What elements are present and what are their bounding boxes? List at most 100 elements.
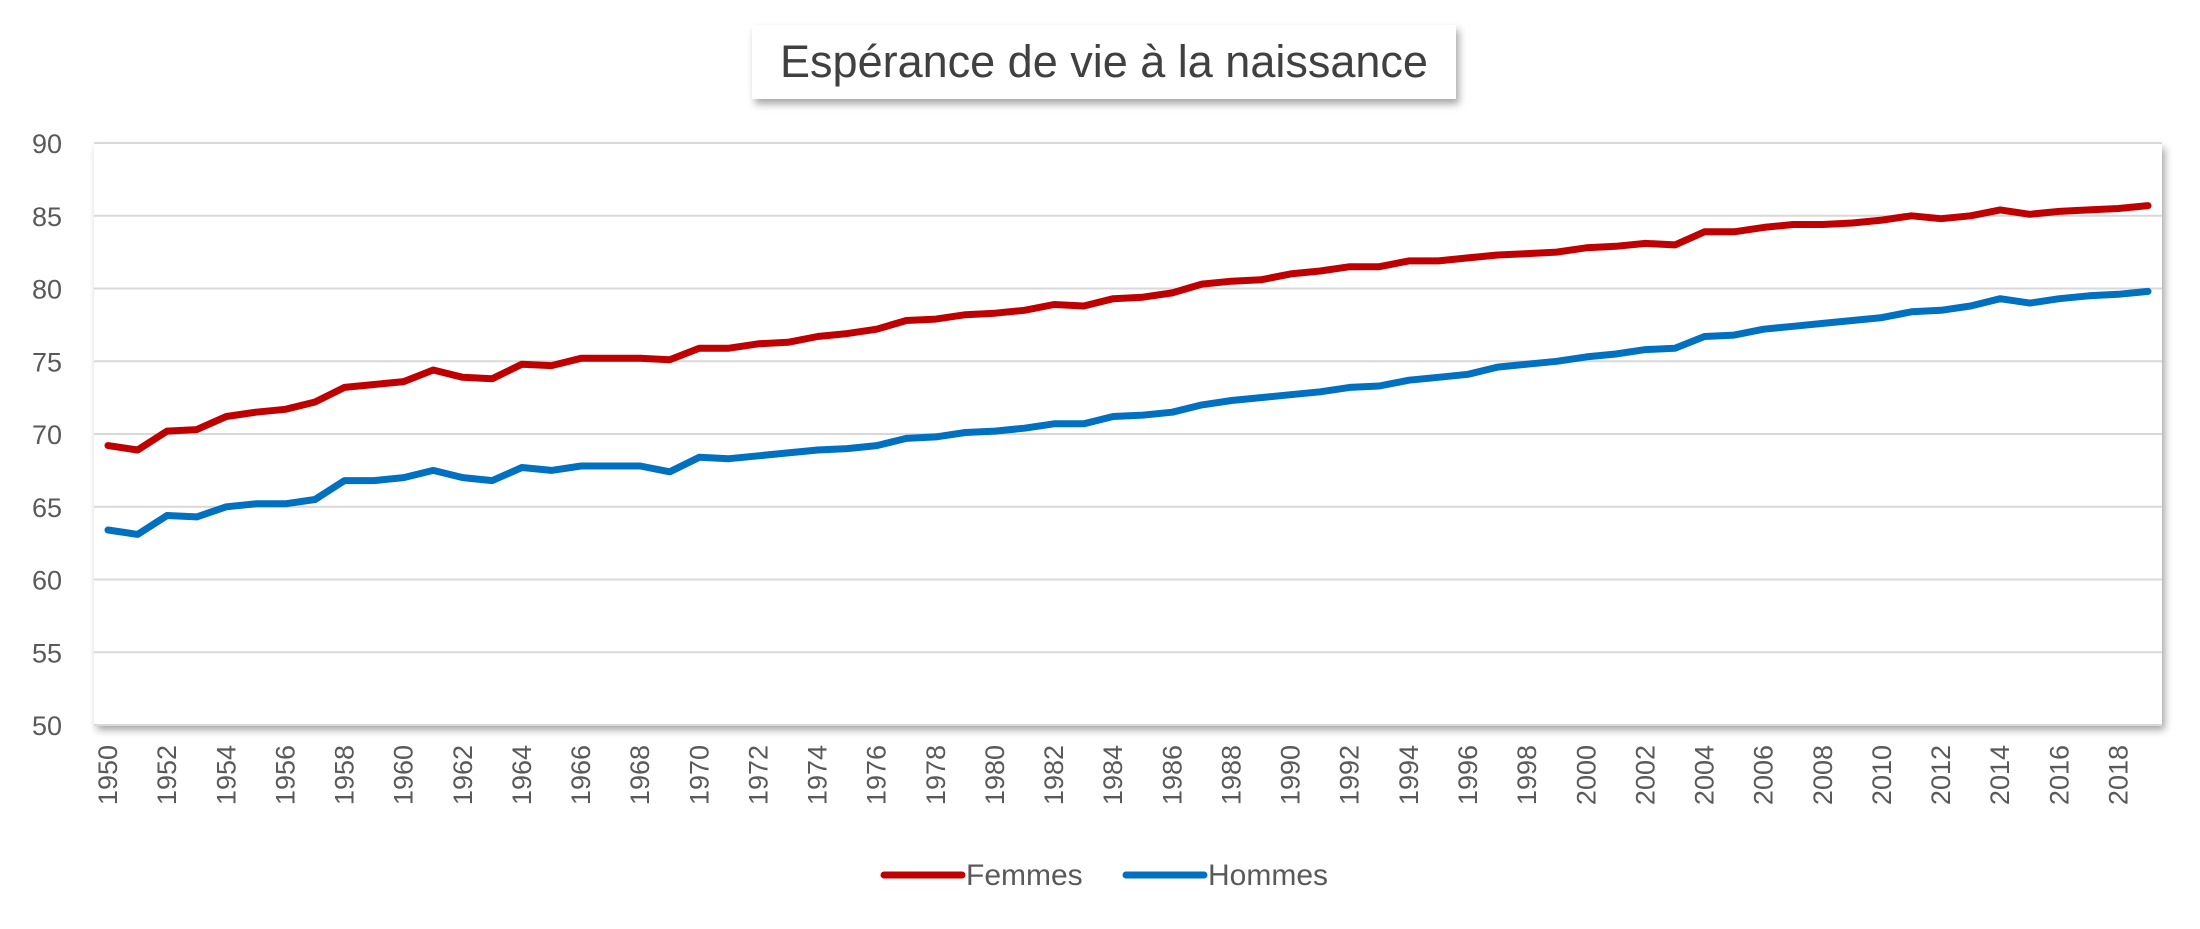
y-tick-label: 65 bbox=[32, 493, 62, 523]
data-point-femmes-2015 bbox=[2026, 211, 2033, 218]
x-tick-label: 2012 bbox=[1926, 745, 1956, 805]
y-tick-label: 90 bbox=[32, 129, 62, 159]
data-point-femmes-2009 bbox=[1849, 220, 1856, 226]
data-point-hommes-2013 bbox=[1967, 303, 1974, 309]
data-point-femmes-1954 bbox=[223, 413, 230, 420]
data-point-femmes-1977 bbox=[903, 317, 910, 324]
data-point-femmes-2007 bbox=[1790, 221, 1797, 228]
x-tick-label: 1990 bbox=[1276, 745, 1306, 805]
x-tick-label: 2010 bbox=[1867, 745, 1897, 805]
x-tick-label: 1964 bbox=[507, 745, 537, 805]
data-point-femmes-2003 bbox=[1672, 241, 1678, 248]
data-point-femmes-2010 bbox=[1878, 217, 1885, 224]
y-tick-label: 70 bbox=[32, 420, 62, 450]
data-point-femmes-1959 bbox=[371, 381, 378, 388]
data-point-femmes-2011 bbox=[1908, 212, 1915, 219]
data-point-hommes-1998 bbox=[1524, 361, 1531, 368]
data-point-femmes-1971 bbox=[725, 345, 732, 352]
title-box-background bbox=[752, 25, 1456, 99]
data-point-hommes-1965 bbox=[548, 467, 555, 474]
data-point-hommes-2011 bbox=[1908, 308, 1915, 315]
data-point-femmes-2017 bbox=[2085, 206, 2092, 213]
data-point-hommes-1993 bbox=[1376, 383, 1383, 389]
data-point-femmes-1980 bbox=[992, 310, 998, 317]
data-point-hommes-1996 bbox=[1465, 371, 1471, 378]
data-point-hommes-2000 bbox=[1583, 353, 1590, 360]
data-point-femmes-2004 bbox=[1701, 228, 1708, 235]
series-points-femmes bbox=[105, 202, 2151, 453]
chart-title: Espérance de vie à la naissance bbox=[780, 36, 1428, 87]
data-point-hommes-1957 bbox=[312, 496, 318, 503]
data-point-femmes-2014 bbox=[1997, 206, 2004, 213]
legend: Femmes Hommes bbox=[880, 859, 1328, 892]
data-point-femmes-2008 bbox=[1819, 221, 1826, 228]
data-point-hommes-1990 bbox=[1287, 391, 1294, 398]
data-point-femmes-2019 bbox=[2145, 202, 2151, 209]
data-point-femmes-1958 bbox=[341, 384, 348, 391]
data-point-hommes-2015 bbox=[2026, 300, 2033, 307]
series-lines bbox=[104, 202, 2152, 538]
data-point-hommes-2007 bbox=[1790, 323, 1797, 330]
data-point-hommes-1978 bbox=[932, 433, 939, 440]
data-point-femmes-1960 bbox=[400, 378, 407, 385]
data-point-femmes-1978 bbox=[932, 316, 939, 323]
x-tick-label: 1958 bbox=[330, 745, 360, 805]
x-tick-label: 1996 bbox=[1453, 745, 1483, 805]
data-point-hommes-1953 bbox=[193, 513, 200, 520]
legend-label-hommes: Hommes bbox=[1208, 859, 1328, 892]
data-point-femmes-2016 bbox=[2056, 208, 2063, 215]
x-tick-label: 1974 bbox=[803, 745, 833, 805]
x-tick-label: 1982 bbox=[1039, 745, 1069, 805]
data-point-hommes-1960 bbox=[400, 474, 407, 481]
data-point-hommes-1971 bbox=[725, 455, 732, 462]
data-point-femmes-1986 bbox=[1169, 289, 1176, 296]
data-point-hommes-1992 bbox=[1346, 384, 1353, 391]
data-point-hommes-1985 bbox=[1139, 412, 1146, 419]
data-point-hommes-1954 bbox=[223, 503, 230, 510]
x-tick-label: 2004 bbox=[1690, 745, 1720, 805]
data-point-femmes-1982 bbox=[1051, 301, 1058, 308]
data-point-hommes-1995 bbox=[1435, 374, 1442, 381]
x-tick-label: 1980 bbox=[980, 745, 1010, 805]
data-point-femmes-1998 bbox=[1524, 250, 1531, 257]
y-tick-label: 80 bbox=[32, 275, 62, 305]
data-point-femmes-1973 bbox=[785, 339, 791, 346]
data-point-femmes-1969 bbox=[666, 356, 673, 363]
data-point-femmes-1988 bbox=[1228, 278, 1235, 285]
data-point-hommes-1991 bbox=[1317, 388, 1324, 395]
data-point-femmes-2005 bbox=[1731, 228, 1738, 235]
x-tick-label: 1994 bbox=[1394, 745, 1424, 805]
data-point-hommes-1989 bbox=[1258, 394, 1264, 401]
x-tick-label: 1956 bbox=[270, 745, 300, 805]
data-point-hommes-1956 bbox=[282, 500, 289, 507]
data-point-hommes-1977 bbox=[903, 435, 910, 442]
data-point-hommes-1961 bbox=[430, 467, 437, 474]
data-point-femmes-1993 bbox=[1376, 263, 1383, 270]
data-point-hommes-1952 bbox=[164, 512, 171, 519]
chart-title-box: Espérance de vie à la naissance bbox=[752, 25, 1456, 99]
data-point-femmes-1972 bbox=[755, 340, 762, 347]
data-point-hommes-1950 bbox=[105, 527, 111, 533]
data-point-femmes-1985 bbox=[1139, 294, 1146, 301]
x-tick-label: 1988 bbox=[1216, 745, 1246, 805]
x-tick-label: 2008 bbox=[1808, 745, 1838, 805]
data-point-hommes-1973 bbox=[785, 449, 791, 456]
data-point-femmes-1995 bbox=[1435, 257, 1442, 264]
x-tick-label: 2002 bbox=[1630, 745, 1660, 805]
data-point-hommes-1988 bbox=[1228, 397, 1235, 404]
data-point-hommes-1987 bbox=[1198, 401, 1205, 408]
data-point-hommes-1975 bbox=[844, 445, 851, 452]
y-tick-label: 60 bbox=[32, 566, 62, 596]
data-point-femmes-1956 bbox=[282, 406, 289, 413]
data-point-hommes-1984 bbox=[1110, 413, 1117, 420]
data-point-hommes-2005 bbox=[1731, 332, 1738, 339]
data-point-femmes-1964 bbox=[518, 361, 525, 368]
series-points-hommes bbox=[105, 288, 2151, 538]
data-point-hommes-1981 bbox=[1021, 425, 1028, 432]
data-point-femmes-1953 bbox=[193, 426, 200, 433]
data-point-hommes-1970 bbox=[696, 454, 703, 461]
x-tick-label: 1966 bbox=[566, 745, 596, 805]
x-tick-label: 1984 bbox=[1098, 745, 1128, 805]
data-point-hommes-2003 bbox=[1672, 345, 1678, 352]
